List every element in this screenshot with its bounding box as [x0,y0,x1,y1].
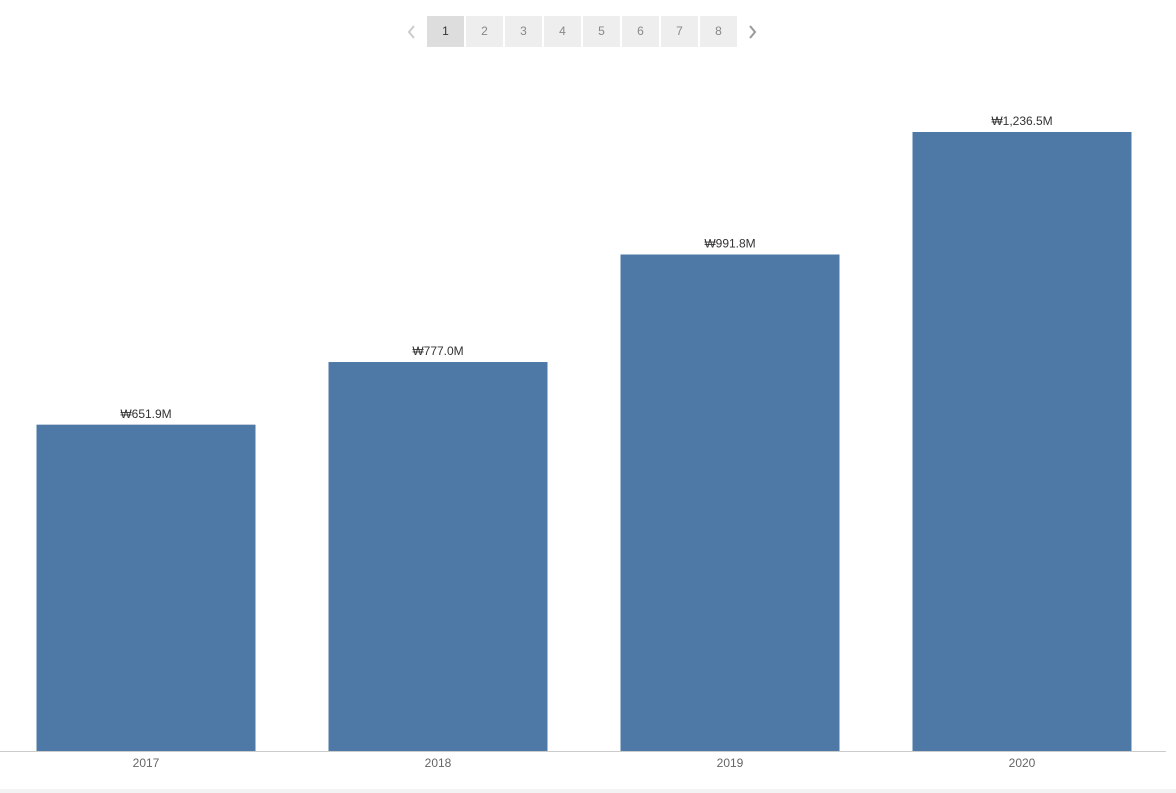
page-button[interactable]: 1 [427,16,464,47]
page-number[interactable]: 1 [442,24,449,38]
bar [912,132,1132,751]
page-button[interactable]: 2 [466,16,503,47]
page-box[interactable] [505,16,542,47]
page-box[interactable] [661,16,698,47]
page-button[interactable]: 8 [700,16,737,47]
page-number[interactable]: 7 [676,24,683,38]
value-label: ₩991.8M [704,237,755,251]
page-box[interactable] [544,16,581,47]
page-box[interactable] [427,16,464,47]
x-tick-label: 2018 [425,756,452,770]
page-button[interactable]: 3 [505,16,542,47]
x-tick-label: 2020 [1009,756,1036,770]
x-tick-label: 2019 [717,756,744,770]
prev-page[interactable] [407,25,415,39]
page-box[interactable] [466,16,503,47]
page-button[interactable]: 6 [622,16,659,47]
page-number[interactable]: 2 [481,24,488,38]
page-button[interactable]: 4 [544,16,581,47]
x-tick-label: 2017 [133,756,160,770]
page-number[interactable]: 6 [637,24,644,38]
value-label: ₩1,236.5M [991,114,1052,128]
page-box[interactable] [700,16,737,47]
page-box[interactable] [583,16,620,47]
bar [36,424,256,751]
bar [620,254,840,752]
value-label: ₩651.9M [120,407,171,421]
page-number[interactable]: 3 [520,24,527,38]
page-button[interactable]: 5 [583,16,620,47]
pagination: 1 2 3 4 5 6 7 8 [407,16,757,47]
value-label: ₩777.0M [412,344,463,358]
page-box[interactable] [622,16,659,47]
page-number[interactable]: 4 [559,24,566,38]
page-number[interactable]: 5 [598,24,605,38]
page-number[interactable]: 8 [715,24,722,38]
page-button[interactable]: 7 [661,16,698,47]
bar [328,362,548,751]
next-page[interactable] [749,25,757,39]
footer-strip [0,789,1176,793]
